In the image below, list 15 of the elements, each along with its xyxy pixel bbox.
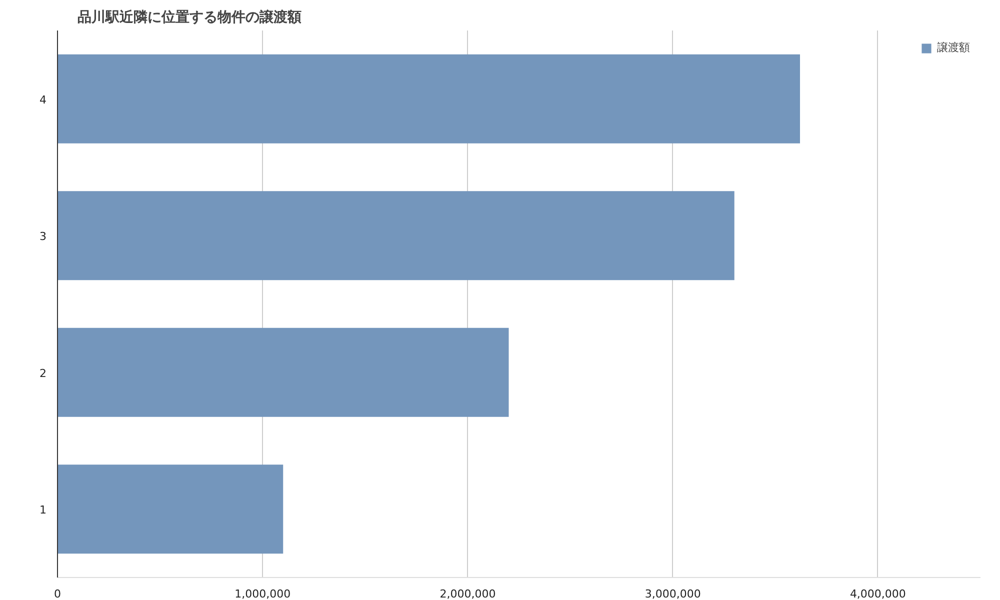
x-tick-label: 1,000,000 — [234, 588, 291, 600]
y-tick-label: 1 — [40, 504, 46, 517]
y-tick-label: 3 — [40, 230, 46, 244]
bar — [58, 54, 800, 144]
y-tick-label: 4 — [40, 93, 46, 106]
bar — [58, 191, 734, 280]
y-tick-label: 2 — [40, 366, 46, 380]
bar — [58, 328, 509, 417]
x-tick-label: 3,000,000 — [644, 588, 701, 600]
bar — [58, 464, 284, 554]
x-tick-label: 4,000,000 — [850, 588, 906, 600]
chart-title: 品川駅近隣に位置する物件の譲渡額 — [78, 8, 302, 26]
x-tick-label: 2,000,000 — [440, 588, 496, 600]
x-tick-label: 0 — [54, 588, 61, 600]
legend-label: 譲渡額 — [937, 40, 970, 55]
